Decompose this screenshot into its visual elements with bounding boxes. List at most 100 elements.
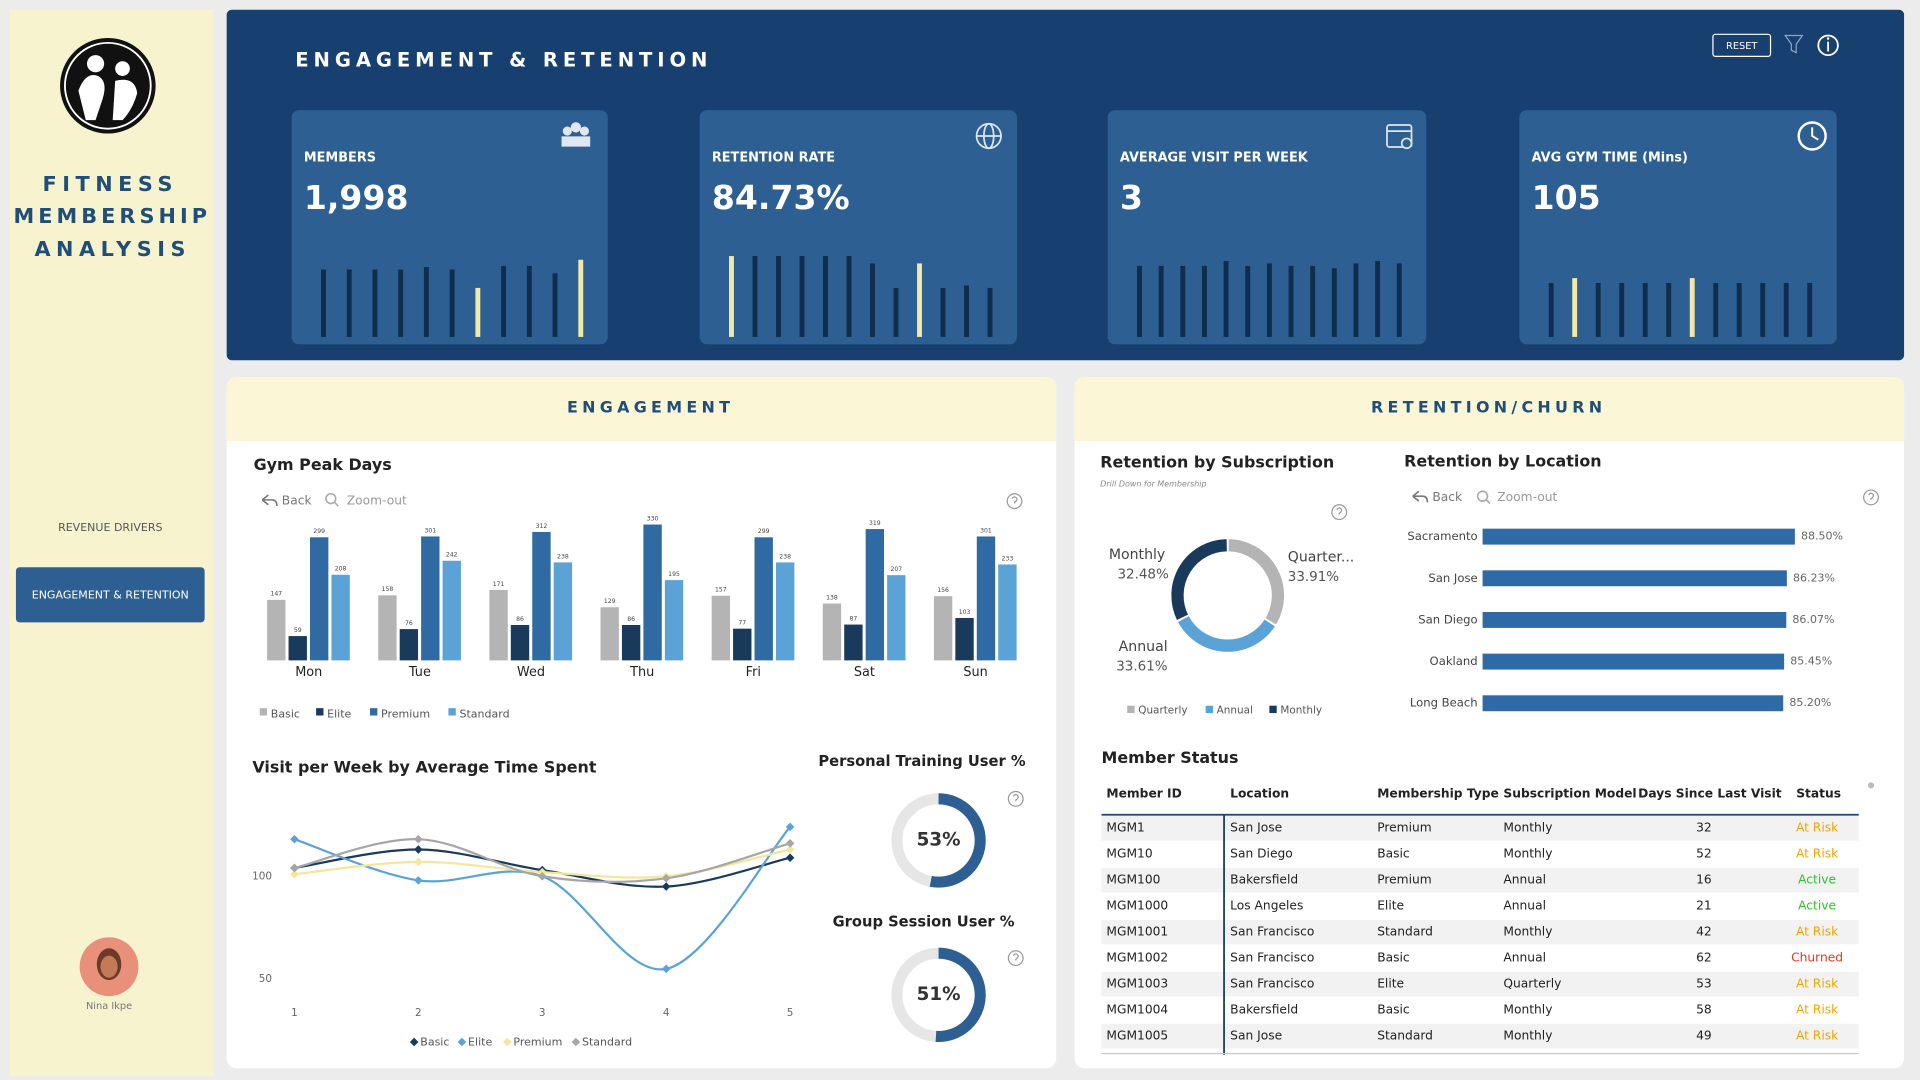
column-header: Subscription Model (1503, 786, 1636, 800)
bar (1482, 570, 1787, 587)
status-cell: Active (1798, 899, 1836, 913)
bar (865, 529, 885, 661)
x-tick-label: 1 (291, 1007, 298, 1019)
data-label: 301 (980, 527, 992, 534)
legend-marker (457, 1037, 467, 1047)
column-header: Member ID (1106, 786, 1181, 800)
table-cell: Annual (1503, 951, 1546, 965)
table-cell: Standard (1377, 925, 1433, 939)
back-button[interactable]: Back (282, 494, 313, 508)
table-cell: Monthly (1503, 1003, 1552, 1017)
spark-bar (372, 269, 378, 337)
table-cell: San Francisco (1230, 977, 1314, 991)
filter-icon[interactable] (1784, 34, 1804, 54)
spark-bar (1396, 263, 1402, 337)
legend-label: Standard (582, 1036, 632, 1049)
bar (1482, 528, 1795, 545)
table-cell: MGM1002 (1106, 951, 1168, 965)
table-cell: Premium (1377, 821, 1432, 835)
spark-bar (1288, 265, 1294, 337)
spark-bar (893, 287, 899, 337)
spark-bar (1548, 283, 1554, 337)
nav-link[interactable]: REVENUE DRIVERS (58, 521, 162, 534)
chart-title: Group Session User % (833, 914, 1015, 931)
kpi-card (1519, 110, 1837, 345)
zoom-out-button[interactable]: Zoom-out (347, 494, 407, 508)
bar (754, 537, 773, 661)
y-tick-label: 100 (252, 870, 272, 882)
spark-bar (346, 269, 352, 337)
bar (664, 580, 684, 661)
table-cell: Basic (1377, 951, 1409, 965)
slice-value: 33.61% (1116, 659, 1168, 675)
bar (998, 564, 1017, 661)
slice-value: 32.48% (1117, 567, 1169, 583)
status-cell: At Risk (1796, 1029, 1839, 1043)
chart-title: Retention by Subscription (1100, 453, 1334, 472)
legend-marker (502, 1037, 512, 1047)
table-cell: Quarterly (1503, 977, 1561, 991)
status-cell: Churned (1791, 951, 1843, 965)
data-label: 85.20% (1789, 696, 1831, 709)
bar (711, 595, 731, 661)
table-cell: San Diego (1230, 847, 1293, 861)
point (785, 853, 795, 863)
legend-marker (409, 1037, 419, 1047)
chart-title: Visit per Week by Average Time Spent (252, 758, 596, 777)
spark-bar (1201, 265, 1207, 337)
table-cell: Basic (1377, 1003, 1409, 1017)
point (661, 874, 671, 883)
reset-label[interactable]: RESET (1726, 41, 1758, 52)
data-label: 238 (557, 553, 569, 560)
spark-bar (1158, 265, 1164, 337)
info-icon[interactable] (1817, 34, 1839, 57)
column-header: Days Since Last Visit (1638, 786, 1782, 800)
data-label: 138 (826, 594, 838, 601)
legend-label: Basic (271, 707, 300, 720)
help-icons[interactable] (1006, 489, 1879, 967)
table-cell: MGM1004 (1106, 1003, 1168, 1017)
spark-bar (964, 285, 969, 337)
table-cell: 52 (1696, 847, 1712, 861)
nav-link[interactable]: ENGAGEMENT & RETENTION (32, 588, 189, 601)
table-cell: Los Angeles (1230, 899, 1303, 913)
row-band (1101, 815, 1859, 841)
table-cell: MGM1000 (1106, 899, 1168, 913)
y-tick-label: Long Beach (1410, 696, 1478, 710)
bar (1482, 611, 1787, 628)
nav-button[interactable] (15, 567, 205, 623)
toolbar-icons[interactable] (261, 490, 1491, 507)
status-cell: At Risk (1796, 1003, 1839, 1017)
table-cell: Monthly (1503, 1029, 1552, 1043)
x-tick-label: Sun (963, 665, 987, 680)
spark-bar (1619, 283, 1625, 337)
zoom-out-button[interactable]: Zoom-out (1497, 490, 1557, 504)
back-button[interactable]: Back (1432, 490, 1463, 504)
table-cell: 58 (1696, 1003, 1712, 1017)
status-cell: At Risk (1796, 847, 1839, 861)
bar (887, 575, 906, 661)
spark-bar (1310, 265, 1316, 337)
spark-bar (1331, 268, 1337, 337)
x-tick-label: 3 (539, 1007, 546, 1019)
y-tick-label: San Diego (1418, 612, 1477, 626)
x-tick-label: Wed (517, 665, 545, 680)
spark-bar (552, 273, 558, 337)
spark-bar (501, 265, 507, 337)
sidebar-title: MEMBERSHIP (13, 204, 207, 228)
spark-bar (1807, 283, 1813, 337)
spark-bar (578, 259, 584, 337)
bar (733, 628, 752, 661)
spark-bar (1353, 263, 1359, 337)
reset-button[interactable] (1712, 33, 1772, 57)
legend-marker (571, 1037, 581, 1047)
row-band (1101, 971, 1859, 997)
y-tick-label: Oakland (1430, 654, 1478, 668)
data-label: 86.23% (1793, 571, 1835, 584)
bar (399, 629, 419, 661)
data-label: 77 (738, 620, 746, 627)
data-label: 299 (758, 528, 770, 535)
x-tick-label: 4 (663, 1007, 670, 1019)
data-label: 129 (604, 598, 616, 605)
